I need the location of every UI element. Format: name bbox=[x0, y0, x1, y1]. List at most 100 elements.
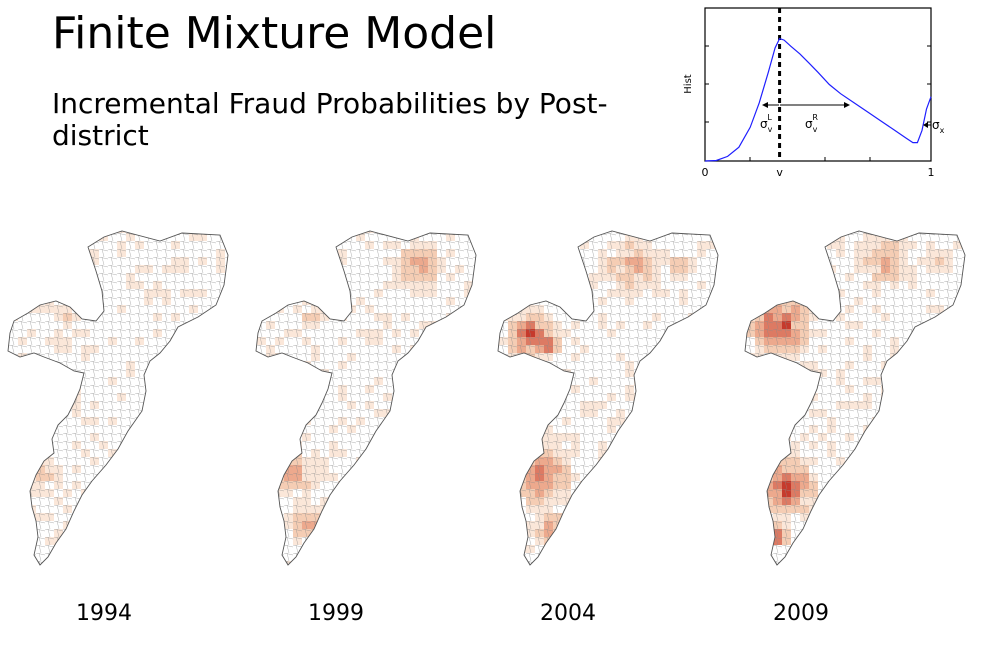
district-cell bbox=[18, 465, 27, 473]
district-cell bbox=[72, 257, 81, 265]
district-cell bbox=[207, 513, 216, 521]
district-cell bbox=[908, 561, 917, 565]
district-cell bbox=[745, 289, 746, 297]
district-cell bbox=[126, 561, 135, 565]
district-cell bbox=[679, 401, 688, 409]
district-cell bbox=[634, 481, 643, 489]
district-cell bbox=[953, 489, 962, 497]
district-cell bbox=[117, 513, 126, 521]
district-cell bbox=[697, 417, 706, 425]
district-cell bbox=[419, 513, 428, 521]
district-cell bbox=[356, 505, 365, 513]
district-cell bbox=[553, 233, 562, 241]
district-cell bbox=[899, 505, 908, 513]
district-cell bbox=[437, 321, 446, 329]
district-cell bbox=[9, 361, 18, 369]
district-cell bbox=[383, 521, 392, 529]
district-cell bbox=[63, 401, 72, 409]
district-cell bbox=[854, 569, 863, 577]
district-cell bbox=[482, 233, 491, 241]
district-cell bbox=[498, 385, 499, 393]
district-cell bbox=[464, 569, 473, 577]
district-cell bbox=[962, 297, 965, 305]
district-cell bbox=[225, 505, 228, 513]
district-cell bbox=[266, 465, 275, 473]
district-cell bbox=[446, 513, 455, 521]
district-cell bbox=[284, 361, 293, 369]
district-cell bbox=[171, 337, 180, 345]
district-cell bbox=[234, 481, 243, 489]
district-cell bbox=[517, 441, 526, 449]
district-cell bbox=[293, 401, 302, 409]
district-cell bbox=[643, 441, 652, 449]
district-cell bbox=[827, 569, 836, 577]
district-cell bbox=[275, 393, 284, 401]
district-cell bbox=[764, 537, 773, 545]
district-cell bbox=[162, 417, 171, 425]
district-cell bbox=[962, 409, 965, 417]
district-cell bbox=[872, 521, 881, 529]
district-cell bbox=[234, 529, 243, 537]
sigma-x-arrow bbox=[923, 122, 931, 128]
district-cell bbox=[180, 505, 189, 513]
district-cell bbox=[562, 241, 571, 249]
district-cell bbox=[535, 369, 544, 377]
district-cell bbox=[284, 449, 293, 457]
district-cell bbox=[791, 385, 800, 393]
district-cell bbox=[679, 369, 688, 377]
district-cell bbox=[374, 489, 383, 497]
district-cell bbox=[845, 231, 854, 233]
district-cell bbox=[482, 337, 491, 345]
district-cell bbox=[72, 297, 81, 305]
district-cell bbox=[117, 529, 126, 537]
district-cell bbox=[36, 385, 45, 393]
district-cell bbox=[745, 329, 746, 337]
district-cell bbox=[162, 521, 171, 529]
district-cell bbox=[234, 433, 243, 441]
district-cell bbox=[374, 497, 383, 505]
district-cell bbox=[962, 305, 965, 313]
district-cell bbox=[207, 465, 216, 473]
district-cell bbox=[63, 297, 72, 305]
district-cell bbox=[437, 393, 446, 401]
district-cell bbox=[216, 553, 225, 561]
district-cell bbox=[446, 401, 455, 409]
district-cell bbox=[670, 529, 679, 537]
district-cell bbox=[881, 231, 890, 233]
district-cell bbox=[266, 233, 275, 241]
district-cell bbox=[256, 385, 257, 393]
district-cell bbox=[827, 561, 836, 565]
slide-subtitle: Incremental Fraud Probabilities by Post-… bbox=[52, 87, 608, 152]
district-cell bbox=[773, 361, 782, 369]
district-cell bbox=[715, 537, 718, 545]
district-cell bbox=[908, 425, 917, 433]
district-cell bbox=[517, 457, 526, 465]
district-cell bbox=[517, 297, 526, 305]
district-cell bbox=[746, 249, 755, 257]
district-cell bbox=[36, 409, 45, 417]
district-cell bbox=[589, 521, 598, 529]
district-cell bbox=[508, 489, 517, 497]
district-cell bbox=[256, 257, 257, 265]
district-cell bbox=[90, 489, 99, 497]
district-cell bbox=[908, 401, 917, 409]
district-cell bbox=[90, 233, 99, 241]
district-cell bbox=[338, 537, 347, 545]
district-cell bbox=[498, 545, 499, 553]
district-cell bbox=[27, 449, 36, 457]
district-cell bbox=[670, 473, 679, 481]
district-cell bbox=[320, 289, 329, 297]
district-cell bbox=[437, 449, 446, 457]
district-cell bbox=[153, 569, 162, 577]
district-cell bbox=[773, 281, 782, 289]
district-cell bbox=[338, 231, 347, 233]
district-cell bbox=[8, 417, 9, 425]
district-cell bbox=[374, 481, 383, 489]
district-cell bbox=[302, 241, 311, 249]
district-cell bbox=[971, 561, 980, 569]
district-cell bbox=[446, 433, 455, 441]
district-cell bbox=[670, 449, 679, 457]
district-cell bbox=[890, 409, 899, 417]
district-cell bbox=[854, 521, 863, 529]
district-cell bbox=[198, 353, 207, 361]
